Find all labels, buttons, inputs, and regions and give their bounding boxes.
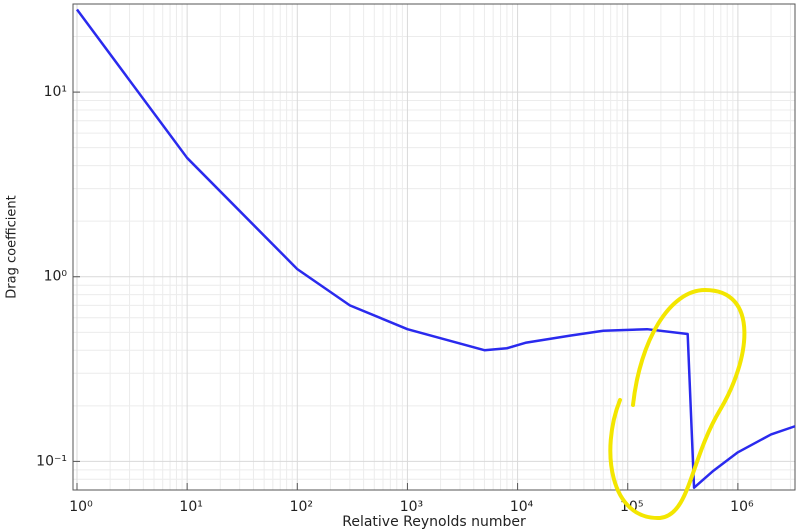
x-tick-label: 10²	[290, 499, 313, 515]
y-tick-label: 10⁰	[44, 269, 68, 285]
y-tick-label: 10¹	[44, 84, 67, 100]
highlight-scribble	[608, 287, 747, 521]
y-axis-title: Drag coefficient	[5, 195, 20, 298]
x-tick-label: 10³	[400, 499, 423, 515]
grid	[73, 4, 795, 490]
plot-frame	[72, 3, 796, 491]
x-tick-label: 10⁶	[730, 499, 754, 515]
x-tick-label: 10⁴	[510, 499, 534, 515]
x-tick-label: 10⁰	[69, 499, 93, 515]
x-tick-label: 10¹	[179, 499, 202, 515]
data-line	[75, 8, 796, 489]
x-axis-title: Relative Reynolds number	[342, 514, 526, 529]
y-tick-label: 10⁻¹	[36, 453, 67, 469]
